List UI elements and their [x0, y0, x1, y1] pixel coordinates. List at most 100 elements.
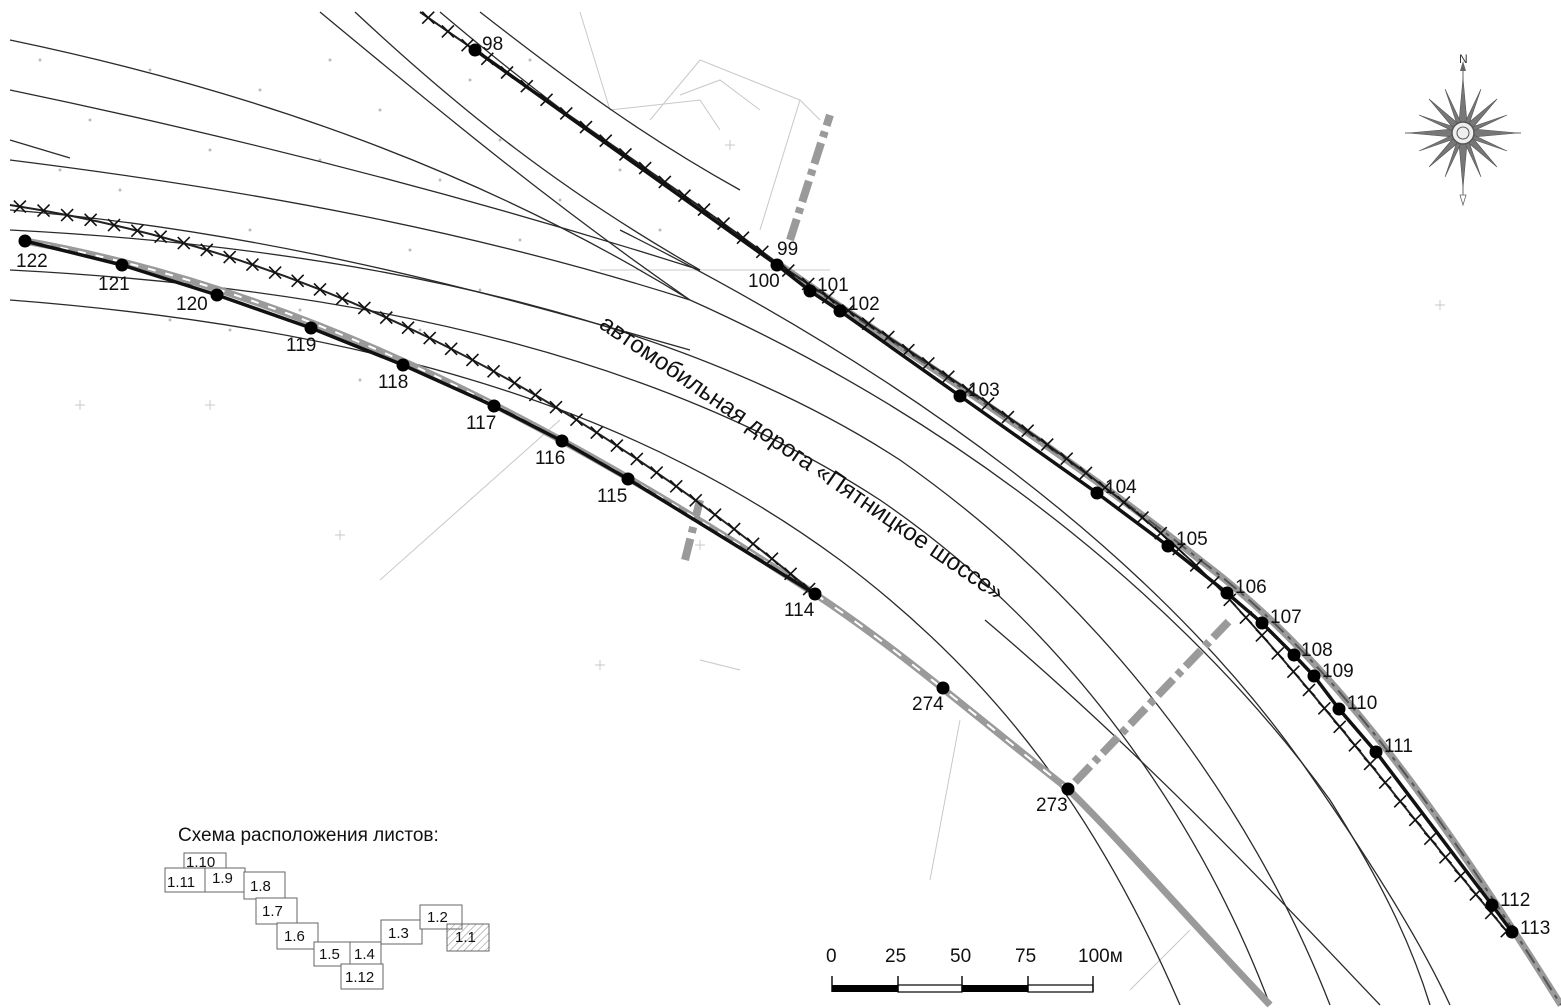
fence-x-mark — [921, 356, 935, 370]
fence-x-mark — [313, 282, 327, 297]
scale-tick-label: 25 — [885, 946, 906, 967]
fence-x-mark — [223, 250, 237, 264]
fence-x-mark — [401, 321, 415, 335]
svg-text:N: N — [1459, 52, 1468, 66]
svg-text:109: 109 — [1322, 661, 1354, 682]
fence-x-mark — [708, 508, 722, 522]
scale-tick-label: 75 — [1015, 946, 1036, 967]
sheet-label: 1.2 — [427, 909, 448, 926]
fence-x-mark — [981, 396, 995, 411]
fence-x-mark — [941, 370, 955, 384]
svg-text:111: 111 — [1384, 736, 1413, 757]
fence-x-mark — [689, 493, 703, 507]
grid-crosses — [75, 140, 1445, 670]
boundary-point: 109 — [1307, 661, 1354, 683]
scale-tick-label: 0 — [826, 946, 837, 967]
fence-lines — [9, 11, 1511, 936]
svg-text:121: 121 — [98, 274, 130, 295]
fence-x-mark — [487, 364, 501, 378]
svg-text:107: 107 — [1270, 607, 1302, 628]
sheet-label: 1.9 — [212, 870, 233, 887]
fence-x-mark — [84, 213, 98, 227]
fence-x-mark — [746, 537, 760, 551]
fence-x-mark — [268, 265, 282, 280]
boundary-point: 119 — [286, 321, 318, 356]
gray-dashed-crossings — [681, 113, 1233, 785]
boundary-point: 114 — [784, 587, 822, 621]
fence-x-mark — [781, 264, 795, 278]
boundary-point: 103 — [953, 380, 1000, 403]
fence-x-mark — [36, 204, 51, 218]
fence-x-mark — [200, 243, 214, 257]
svg-text:106: 106 — [1235, 577, 1267, 598]
fence-x-mark — [1363, 757, 1377, 771]
fence-x-mark — [60, 208, 74, 222]
fence-x-mark — [379, 311, 393, 325]
sheet-label: 1.4 — [354, 946, 375, 963]
fence-x-mark — [444, 342, 458, 356]
boundary-point: 118 — [378, 358, 410, 393]
sheet-label: 1.7 — [262, 903, 283, 920]
boundary-point: 108 — [1287, 640, 1333, 662]
fence-x-mark — [1040, 438, 1054, 452]
fence-x-mark — [569, 413, 584, 427]
scale-bar: 0 25 50 75 100м — [826, 946, 1123, 993]
fence-x-mark — [590, 425, 604, 440]
boundary-point: 98 — [468, 34, 503, 57]
svg-text:115: 115 — [597, 486, 627, 507]
fence-x-mark — [1348, 738, 1362, 752]
sheet-label: 1.3 — [388, 925, 409, 942]
fence-x-mark — [154, 230, 168, 244]
fence-x-mark — [1423, 832, 1437, 846]
svg-text:99: 99 — [777, 239, 798, 260]
fence-x-mark — [1001, 410, 1015, 424]
fence-x-mark — [335, 291, 349, 306]
boundary-point: 112 — [1485, 890, 1530, 912]
boundary-point: 105 — [1161, 529, 1208, 553]
fence-x-mark — [465, 353, 480, 367]
boundary-point: 120 — [176, 288, 224, 315]
terrain-background — [379, 11, 1191, 991]
svg-text:110: 110 — [1347, 693, 1377, 714]
fence-x-mark — [549, 400, 563, 414]
boundary-point: 117 — [466, 399, 501, 434]
boundary-point: 274 — [912, 681, 950, 715]
boundary-point: 107 — [1255, 607, 1302, 630]
fence-x-mark — [1454, 869, 1468, 883]
boundary-point: 116 — [535, 434, 569, 469]
legend-title: Схема расположения листов: — [178, 825, 439, 846]
fence-x-mark — [716, 217, 731, 231]
fence-x-mark — [677, 189, 692, 203]
fence-x-mark — [1317, 701, 1331, 715]
boundary-point: 110 — [1332, 693, 1377, 716]
boundary-point: 121 — [98, 258, 130, 295]
fence-x-mark — [1302, 683, 1316, 697]
sheet-label: 1.6 — [284, 928, 305, 945]
svg-text:113: 113 — [1520, 918, 1550, 939]
gray-boundary-west — [24, 237, 817, 597]
boundary-points: 98 99 100 101 102 103 104 105 106 107 10 — [16, 34, 1550, 939]
boundary-point: 113 — [1505, 918, 1550, 939]
svg-text:105: 105 — [1176, 529, 1208, 550]
sheet-label: 1.11 — [167, 874, 195, 891]
fence-x-mark — [1286, 665, 1300, 679]
svg-text:98: 98 — [482, 34, 503, 55]
fence-x-mark — [630, 452, 644, 466]
boundary-point: 104 — [1090, 477, 1137, 500]
boundary-point: 99 — [770, 239, 798, 272]
fence-x-mark — [727, 522, 741, 536]
fence-x-mark — [13, 200, 27, 214]
svg-text:122: 122 — [16, 251, 48, 272]
fence-x-mark — [130, 224, 144, 238]
sheet-label: 1.5 — [319, 946, 340, 963]
svg-text:118: 118 — [378, 372, 408, 393]
fence-x-mark — [107, 218, 121, 232]
fence-x-mark — [901, 343, 915, 357]
fence-x-mark — [421, 11, 435, 25]
scale-tick-label: 50 — [950, 946, 971, 967]
fence-x-mark — [245, 258, 260, 272]
boundary-point: 106 — [1220, 577, 1267, 600]
boundary-point: 115 — [597, 472, 635, 507]
svg-text:114: 114 — [784, 600, 815, 621]
